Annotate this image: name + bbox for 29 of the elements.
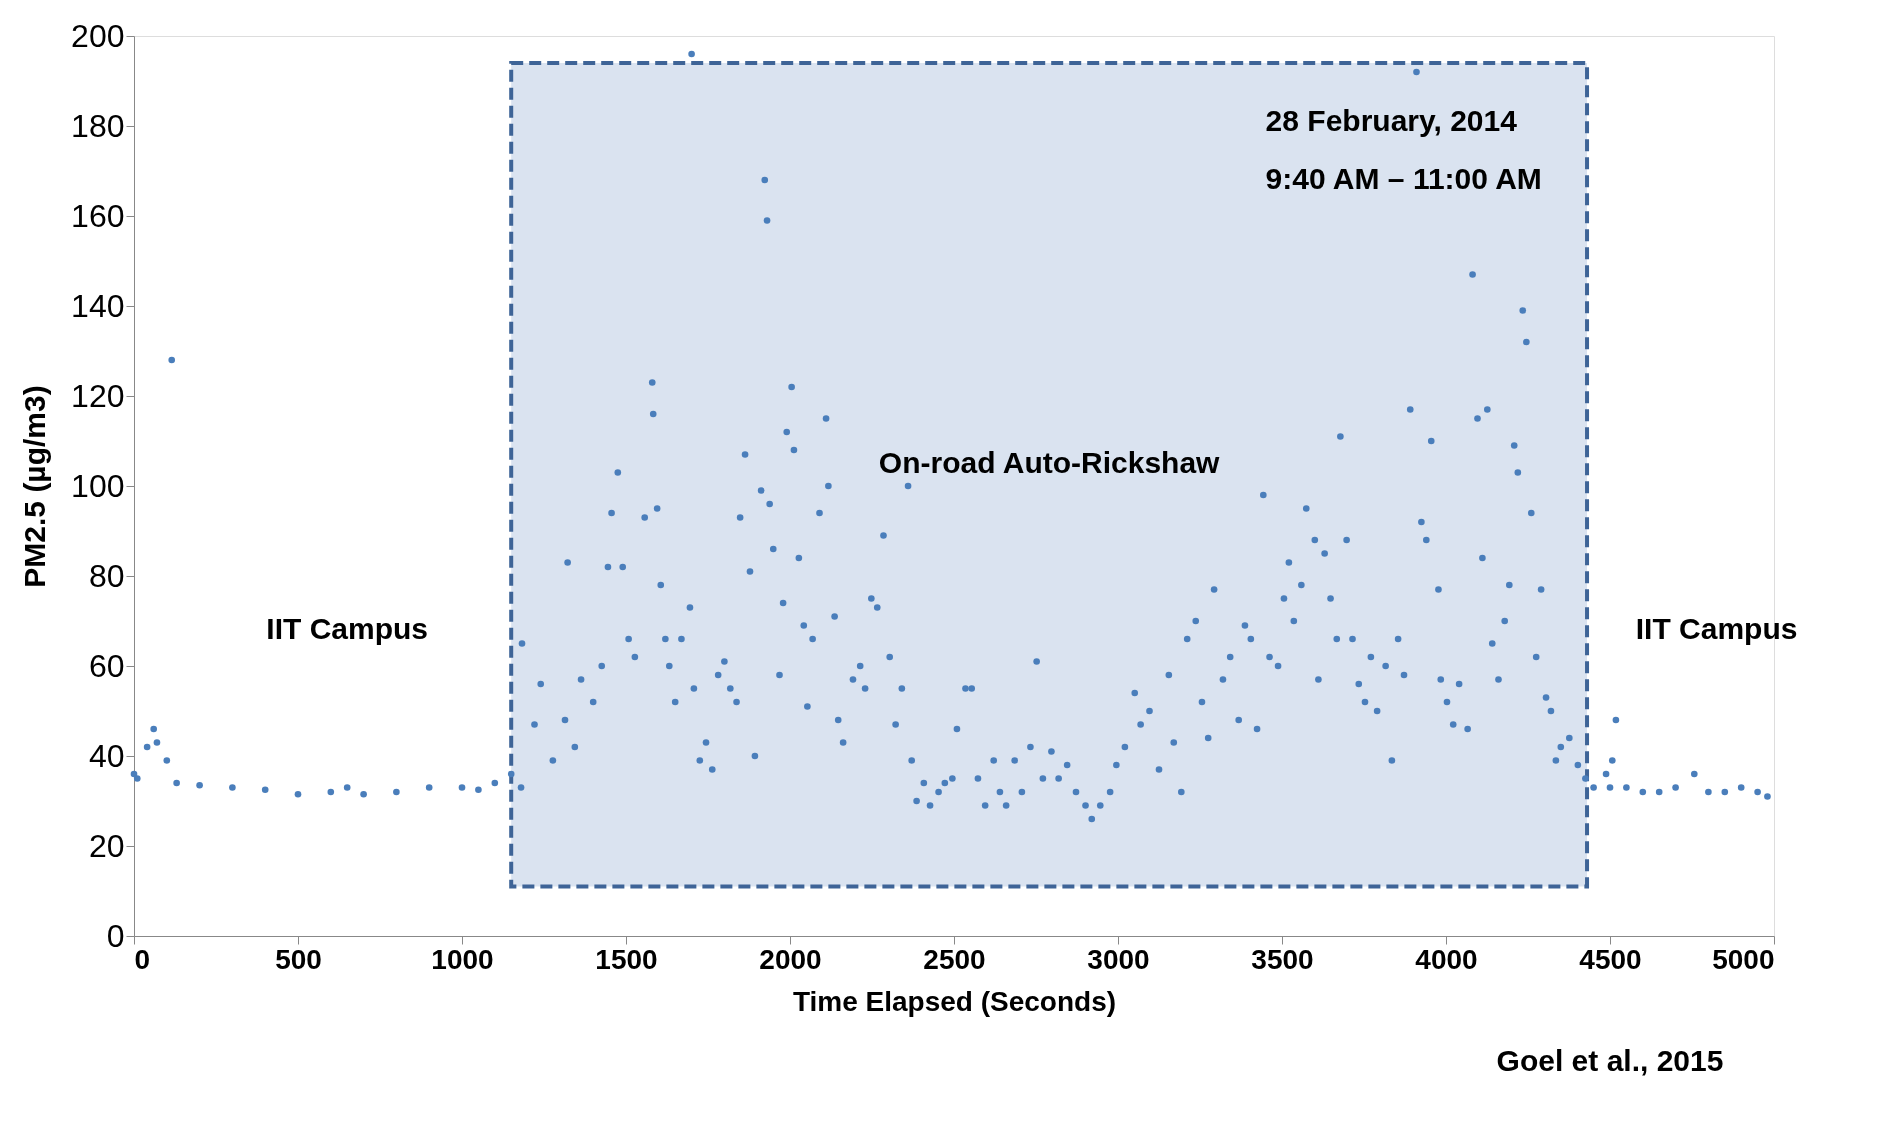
y-tick-label: 80 [88,557,125,594]
x-tick-label: 3000 [1087,943,1150,975]
text: Goel et al., 2015 [1496,1044,1724,1077]
x-tick-label: 500 [275,943,322,975]
annotation: IIT Campus [1635,612,1798,645]
y-tick-label: 40 [88,737,125,774]
y-tick-label: 100 [71,467,125,504]
y-tick-label: 120 [71,377,125,414]
y-tick-label: 180 [71,107,125,144]
annotation: 9:40 AM – 11:00 AM [1265,162,1542,195]
x-tick-label: 5000 [1712,943,1775,975]
y-tick-label: 140 [71,287,125,324]
x-tick-label: 4500 [1579,943,1642,975]
y-tick-label: 160 [71,197,125,234]
x-tick-label: 4000 [1415,943,1478,975]
x-tick-label: 0 [134,943,151,975]
y-tick-label: 20 [88,827,125,864]
annotation: IIT Campus [266,612,429,645]
x-tick-label: 1500 [595,943,658,975]
y-tick-label: 200 [71,17,125,54]
x-axis-title: Time Elapsed (Seconds) [792,985,1117,1017]
x-tick-label: 2000 [759,943,822,975]
x-tick-label: 1000 [431,943,494,975]
annotation: 28 February, 2014 [1265,103,1518,137]
x-tick-label: 2500 [923,943,986,975]
x-tick-label: 3500 [1251,943,1314,975]
band-label: On-road Auto-Rickshaw [878,445,1221,479]
y-tick-label: 60 [88,647,125,684]
y-axis-title: PM2.5 (µg/m3) [18,385,52,588]
